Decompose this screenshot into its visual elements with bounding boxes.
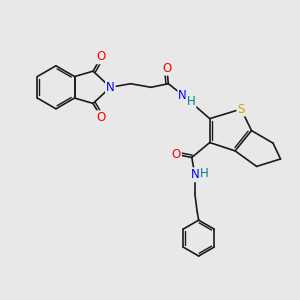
Text: H: H [187,95,195,108]
Text: H: H [200,167,209,180]
Text: O: O [172,148,181,161]
Text: O: O [162,62,172,75]
Text: S: S [237,103,245,116]
Text: N: N [178,88,187,102]
Text: N: N [190,168,199,181]
Text: O: O [97,50,106,63]
Text: O: O [97,111,106,124]
Text: N: N [106,81,115,94]
